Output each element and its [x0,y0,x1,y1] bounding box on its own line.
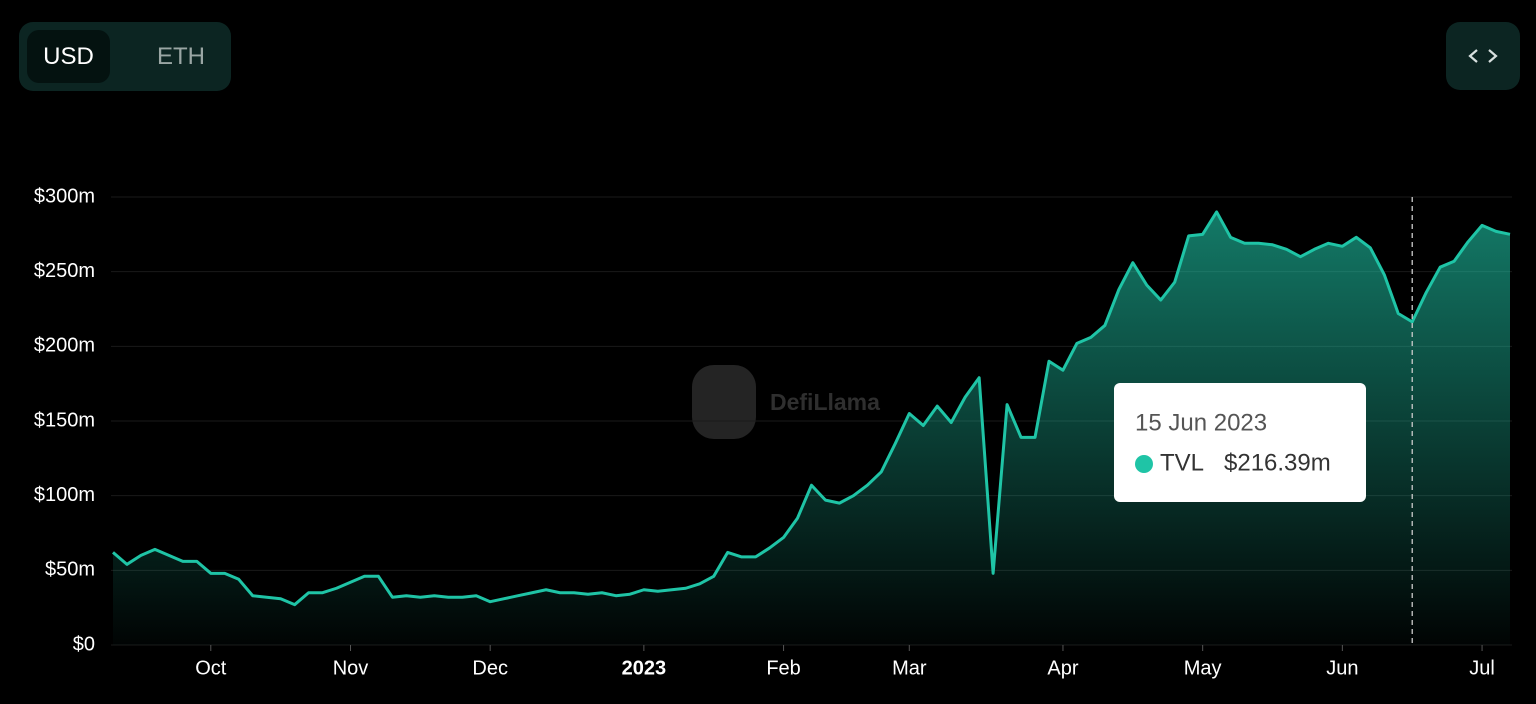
y-tick-label: $100m [34,484,95,506]
x-tick-label: Jul [1469,657,1495,679]
embed-button[interactable] [1446,22,1520,90]
tooltip-date: 15 Jun 2023 [1135,409,1267,436]
watermark: DefiLlama [692,365,880,439]
y-tick-label: $300m [34,185,95,207]
x-tick-label: Dec [472,657,508,679]
x-tick-label: May [1184,657,1222,679]
y-tick-label: $200m [34,335,95,357]
x-tick-label: Apr [1047,657,1078,679]
y-tick-label: $250m [34,260,95,282]
tooltip-dot [1135,455,1153,473]
x-tick-label: 2023 [622,657,667,679]
x-tick-label: Oct [195,657,227,679]
y-tick-label: $150m [34,409,95,431]
usd-button[interactable]: USD [27,30,110,83]
x-tick-label: Feb [766,657,800,679]
tooltip: 15 Jun 2023 TVL $216.39m [1114,383,1366,502]
x-tick-label: Jun [1326,657,1358,679]
line [112,210,1511,607]
y-tick-label: $50m [45,559,95,581]
watermark-text: DefiLlama [770,389,880,415]
eth-button[interactable]: ETH [157,43,205,70]
area [113,211,1510,645]
y-tick-label: $0 [73,633,95,655]
tooltip-value: $216.39m [1224,449,1331,476]
currency-toggle: USD ETH [19,22,231,91]
tooltip-series: TVL [1160,449,1204,476]
code-icon [1468,49,1498,63]
x-tick-label: Nov [333,657,369,679]
x-tick-label: Mar [892,657,927,679]
tooltip-box [1114,383,1366,502]
